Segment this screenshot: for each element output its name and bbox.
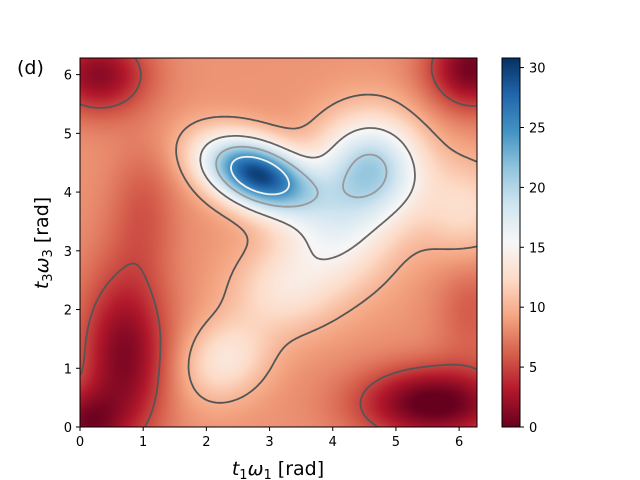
colorbar-tick-label: 0 [529,421,537,436]
x-tick-label: 3 [265,435,273,450]
y-axis-ticks: 0 1 2 3 4 5 6 [64,69,80,436]
colorbar: 0 5 10 15 20 25 30 [501,57,546,436]
colorbar-tick-label: 15 [529,241,546,256]
x-axis-label: t1ω1 [rad] [232,458,324,480]
y-tick-label: 0 [64,421,72,436]
y-tick-label: 1 [64,362,72,377]
plot-frame [79,57,478,428]
x-tick-label: 2 [202,435,210,450]
y-tick-label: 6 [64,69,72,84]
colorbar-tick-label: 5 [529,361,537,376]
colorbar-tick-label: 30 [529,62,546,77]
x-tick-label: 5 [392,435,400,450]
y-axis-label: t3ω3 [rad] [31,197,56,289]
x-tick-label: 0 [76,435,84,450]
panel-label: (d) [17,57,44,79]
colorbar-tick-label: 20 [529,181,546,196]
colorbar-gradient [501,57,521,428]
contour-level-5 [80,58,477,427]
colorbar-ticks: 0 5 10 15 20 25 30 [520,62,546,436]
y-tick-label: 3 [64,245,72,260]
contour-level-25 [230,155,290,196]
colorbar-tick-label: 25 [529,121,546,136]
x-tick-label: 4 [329,435,337,450]
colorbar-tick-label: 10 [529,301,546,316]
contour-level-15 [199,127,416,261]
contour-level-10 [175,93,477,404]
y-tick-label: 5 [64,127,72,142]
x-axis-ticks: 0 1 2 3 4 5 6 [76,427,463,450]
y-tick-label: 4 [64,186,72,201]
x-tick-label: 6 [455,435,463,450]
heatmap-image [80,58,477,427]
contour-level-20 [215,145,388,208]
contour-lines [80,58,477,427]
heatmap-area [79,57,478,428]
x-tick-label: 1 [139,435,147,450]
y-tick-label: 2 [64,304,72,319]
